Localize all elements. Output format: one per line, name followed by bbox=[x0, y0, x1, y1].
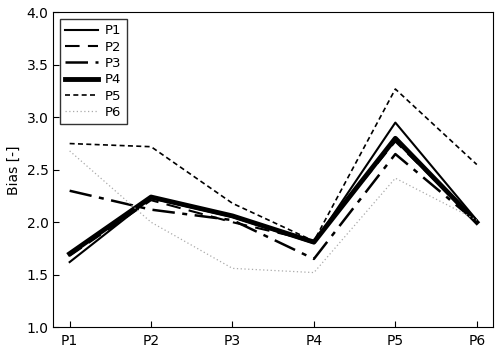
Line: P1: P1 bbox=[70, 122, 477, 262]
P1 bbox=[392, 120, 398, 125]
P5 bbox=[230, 201, 235, 206]
P4 bbox=[148, 195, 154, 199]
Line: P6: P6 bbox=[70, 151, 477, 273]
P4 bbox=[230, 214, 235, 218]
P6 bbox=[474, 218, 480, 222]
P3 bbox=[230, 218, 235, 222]
P1 bbox=[148, 196, 154, 200]
P4 bbox=[66, 252, 72, 256]
Y-axis label: Bias [-]: Bias [-] bbox=[7, 145, 21, 195]
P4 bbox=[311, 240, 317, 244]
Line: P2: P2 bbox=[70, 141, 477, 256]
Legend: P1, P2, P3, P4, P5, P6: P1, P2, P3, P4, P5, P6 bbox=[60, 19, 126, 124]
P2 bbox=[148, 198, 154, 202]
P1 bbox=[474, 218, 480, 222]
P1 bbox=[66, 260, 72, 264]
P2 bbox=[474, 219, 480, 223]
Line: P3: P3 bbox=[70, 154, 477, 259]
Line: P4: P4 bbox=[70, 138, 477, 254]
P5 bbox=[311, 239, 317, 243]
P6 bbox=[230, 266, 235, 271]
P2 bbox=[66, 254, 72, 258]
P4 bbox=[474, 220, 480, 224]
P3 bbox=[148, 208, 154, 212]
P2 bbox=[392, 139, 398, 143]
P5 bbox=[392, 87, 398, 91]
P2 bbox=[311, 239, 317, 243]
P2 bbox=[230, 220, 235, 224]
P5 bbox=[148, 144, 154, 149]
P4 bbox=[392, 136, 398, 141]
P3 bbox=[392, 152, 398, 156]
P6 bbox=[311, 271, 317, 275]
P3 bbox=[66, 189, 72, 193]
P5 bbox=[66, 141, 72, 146]
Line: P5: P5 bbox=[70, 89, 477, 241]
P6 bbox=[66, 149, 72, 153]
P5 bbox=[474, 162, 480, 166]
P3 bbox=[474, 220, 480, 224]
P1 bbox=[311, 241, 317, 245]
P1 bbox=[230, 215, 235, 219]
P6 bbox=[148, 220, 154, 224]
P6 bbox=[392, 176, 398, 180]
P3 bbox=[311, 257, 317, 261]
